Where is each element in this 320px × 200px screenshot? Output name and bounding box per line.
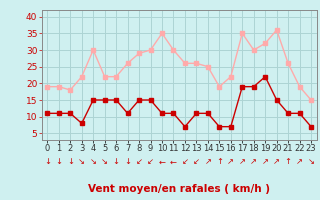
Text: ↓: ↓ [44, 158, 51, 166]
Text: ←: ← [170, 158, 177, 166]
Text: ↙: ↙ [136, 158, 143, 166]
Text: ↓: ↓ [55, 158, 62, 166]
Text: ↙: ↙ [181, 158, 188, 166]
Text: ↑: ↑ [284, 158, 292, 166]
Text: ↓: ↓ [124, 158, 131, 166]
Text: ↗: ↗ [262, 158, 269, 166]
Text: ↙: ↙ [193, 158, 200, 166]
Text: ↘: ↘ [308, 158, 315, 166]
Text: ↗: ↗ [227, 158, 234, 166]
Text: ↗: ↗ [250, 158, 257, 166]
Text: ↓: ↓ [113, 158, 120, 166]
Text: ↘: ↘ [90, 158, 97, 166]
Text: ↙: ↙ [147, 158, 154, 166]
Text: ↓: ↓ [67, 158, 74, 166]
Text: ↗: ↗ [273, 158, 280, 166]
Text: ↘: ↘ [78, 158, 85, 166]
Text: ↑: ↑ [216, 158, 223, 166]
Text: ↗: ↗ [204, 158, 212, 166]
Text: ↘: ↘ [101, 158, 108, 166]
Text: ←: ← [158, 158, 165, 166]
Text: Vent moyen/en rafales ( km/h ): Vent moyen/en rafales ( km/h ) [88, 184, 270, 194]
Text: ↗: ↗ [239, 158, 246, 166]
Text: ↗: ↗ [296, 158, 303, 166]
